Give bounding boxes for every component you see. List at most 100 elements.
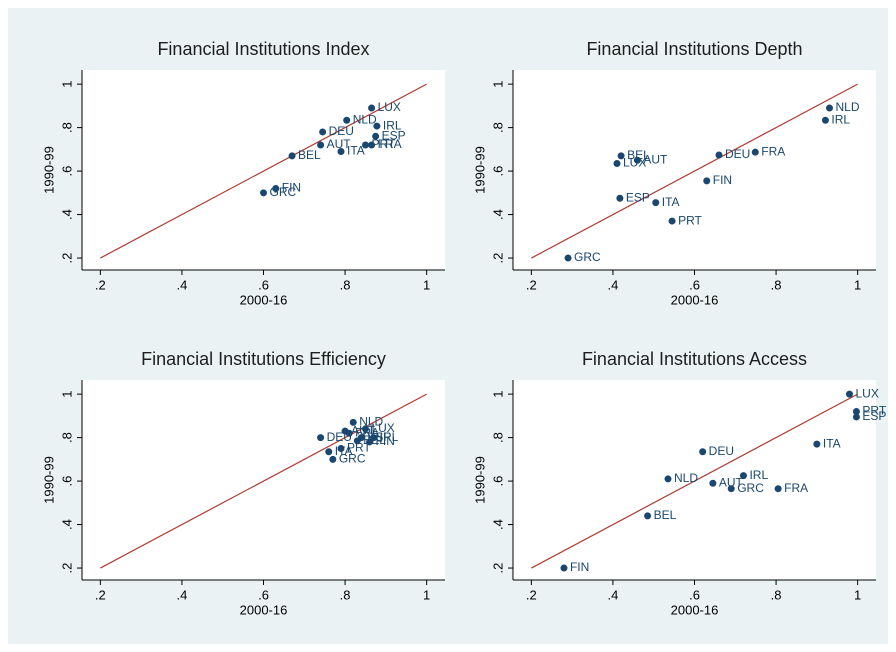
point [337,444,345,452]
point-label: FRA [784,481,808,495]
point [821,116,829,124]
point-label: NLD [674,471,698,485]
point-label: AUT [643,152,668,166]
y-axis-label: 1990-99 [41,456,56,504]
point [709,479,717,487]
point-label: LUX [378,100,401,114]
point-label: ITA [662,195,680,209]
plot-region [82,380,445,580]
plot-region [513,380,876,580]
x-tick-label: .6 [689,277,700,292]
panel-title: Financial Institutions Index [157,39,369,59]
x-tick-label: .2 [95,277,106,292]
x-tick-label: .2 [526,277,537,292]
point [751,148,759,156]
plot-region [82,70,445,270]
point [617,152,625,160]
point [361,141,369,149]
point [699,448,707,456]
point [727,485,735,493]
panel-title: Financial Institutions Access [582,349,807,369]
point [337,148,345,156]
x-tick-label: .6 [689,587,700,602]
y-tick-label: 1 [59,81,74,88]
point [633,156,641,164]
point-label: NLD [353,112,377,126]
point [774,485,782,493]
x-tick-label: 1 [423,277,430,292]
point [317,141,325,149]
y-axis-label: 1990-99 [472,146,487,194]
x-tick-label: 1 [423,587,430,602]
y-tick-label: .6 [59,166,74,177]
panel-title: Financial Institutions Depth [586,39,802,59]
y-tick-label: .8 [59,122,74,133]
x-tick-label: .8 [340,587,351,602]
x-axis-label: 2000-16 [240,292,288,307]
point-label: IRL [831,112,850,126]
point [616,194,624,202]
x-tick-label: .4 [177,277,188,292]
x-tick-label: 1 [854,277,861,292]
point-label: DEU [327,430,352,444]
point-label: ESP [382,128,406,142]
panel-title: Financial Institutions Efficiency [141,349,386,369]
point-label: DEU [725,147,750,161]
point [703,177,711,185]
x-tick-label: .4 [177,587,188,602]
point [368,104,376,112]
diagonal-line [100,83,427,259]
point [644,512,652,520]
x-tick-label: .6 [258,587,269,602]
point [368,141,376,149]
point [826,104,834,112]
point-label: FRA [761,144,785,158]
point-label: PRT [371,137,395,151]
point-label: GRC [574,250,601,264]
point-label: BEL [627,148,650,162]
point-label: NLD [836,100,860,114]
point [564,254,572,262]
plot-region [513,70,876,270]
y-tick-label: .2 [59,253,74,264]
diagonal-line [531,83,858,259]
point-label: ITA [335,444,353,458]
point [613,159,621,167]
point [845,390,853,398]
point [260,189,267,197]
y-tick-label: .4 [490,519,505,530]
y-tick-label: .4 [59,209,74,220]
y-axis-label: 1990-99 [472,456,487,504]
y-tick-label: .4 [59,519,74,530]
point-label: DEU [709,444,734,458]
y-tick-label: .8 [59,432,74,443]
point-label: AUT [327,137,352,151]
point [325,448,333,456]
y-axis-label: 1990-99 [41,146,56,194]
point [353,437,361,445]
point [345,429,353,437]
point-label: BEL [654,508,677,522]
point-label: ESP [626,190,650,204]
point-label: FIN [282,181,301,195]
y-tick-label: .8 [490,432,505,443]
point [373,122,381,130]
point [652,199,660,207]
x-tick-label: .4 [608,277,619,292]
point [349,418,357,426]
point [317,434,325,442]
point [739,472,747,480]
point-label: ESP [862,409,886,423]
point-label: PRT [678,213,702,227]
point-label: GRC [339,452,366,466]
point [668,217,676,225]
point-label: FRA [378,137,402,151]
point-label: FIN [376,434,395,448]
point [288,152,296,160]
point [370,434,378,442]
x-axis-label: 2000-16 [671,602,719,617]
x-axis-label: 2000-16 [240,602,288,617]
point [329,455,337,463]
point-label: DEU [329,124,354,138]
